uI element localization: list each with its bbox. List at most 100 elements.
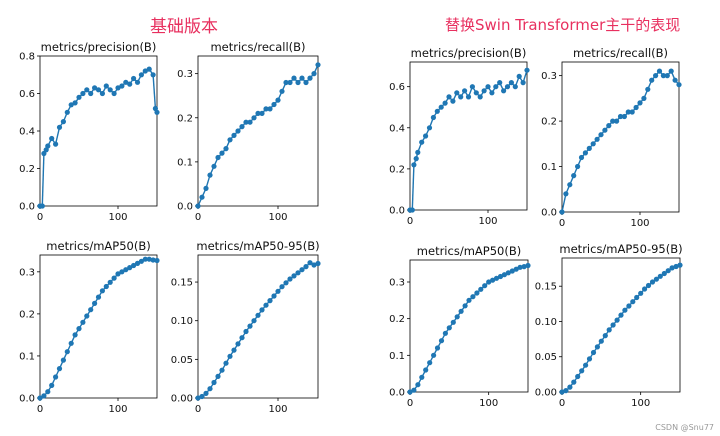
data-point xyxy=(409,207,415,213)
data-point xyxy=(497,273,504,280)
y-tick-label: 0.3 xyxy=(177,69,193,80)
data-point xyxy=(53,141,59,147)
data-point xyxy=(215,373,221,379)
y-tick-label: 0.1 xyxy=(389,351,405,362)
data-point xyxy=(466,297,472,303)
subplot-3: metrics/mAP50(B) 0.0 0.1 0.2 0.3 0 100 xyxy=(19,239,160,415)
data-point xyxy=(493,84,499,90)
data-point xyxy=(482,283,488,289)
data-point xyxy=(559,389,565,395)
data-point xyxy=(490,277,496,283)
data-point xyxy=(123,267,129,273)
data-point xyxy=(426,125,433,131)
data-point xyxy=(211,163,217,169)
data-point xyxy=(501,88,507,94)
data-point xyxy=(454,90,460,96)
data-point xyxy=(49,135,55,142)
data-point xyxy=(207,386,213,392)
y-tick-label: 0.3 xyxy=(389,278,405,289)
data-point xyxy=(295,270,301,276)
data-point xyxy=(567,384,573,390)
data-point xyxy=(442,100,448,106)
data-point xyxy=(434,108,440,114)
data-point xyxy=(271,293,277,299)
y-tick-label: 0.3 xyxy=(541,71,557,82)
data-point xyxy=(594,344,601,350)
data-point xyxy=(677,262,683,268)
data-point xyxy=(438,338,445,344)
data-point xyxy=(107,279,113,285)
data-point xyxy=(303,264,309,270)
data-point xyxy=(497,80,503,86)
data-point xyxy=(415,382,421,388)
data-point xyxy=(142,68,148,74)
subplot-title: metrics/mAP50(B) xyxy=(46,239,150,253)
data-point xyxy=(111,90,117,97)
y-tick-label: 0.6 xyxy=(389,82,405,93)
data-point xyxy=(251,115,257,121)
data-point xyxy=(247,119,253,125)
data-point xyxy=(80,90,86,97)
x-tick-label: 0 xyxy=(559,218,565,229)
data-point xyxy=(586,145,592,151)
subplot-1: metrics/precision(B) 0.0 0.2 0.4 0.6 0.8 0 100 xyxy=(19,40,160,223)
smooth-line xyxy=(410,70,528,211)
data-point xyxy=(142,256,148,262)
data-point xyxy=(49,382,55,388)
data-point xyxy=(64,349,70,355)
x-tick-label: 0 xyxy=(37,404,43,415)
y-tick-label: 0.0 xyxy=(389,388,405,399)
data-point xyxy=(642,286,648,292)
data-point xyxy=(430,114,436,121)
data-point xyxy=(563,191,569,197)
data-point xyxy=(649,77,655,83)
data-point xyxy=(56,366,63,372)
data-point xyxy=(203,185,209,191)
data-point xyxy=(243,119,249,125)
data-point xyxy=(199,393,205,400)
data-point xyxy=(247,323,253,329)
data-point xyxy=(267,298,273,304)
data-point xyxy=(37,395,43,401)
data-point xyxy=(571,379,577,385)
y-tick-label: 0.15 xyxy=(535,282,557,293)
x-tick-label: 100 xyxy=(268,212,287,223)
data-point xyxy=(661,270,667,277)
y-tick-label: 0.0 xyxy=(541,208,557,219)
data-point xyxy=(267,106,273,112)
data-point xyxy=(465,94,472,100)
data-point xyxy=(606,327,612,333)
data-point xyxy=(259,110,265,116)
data-point xyxy=(598,338,604,344)
y-tick-label: 0.00 xyxy=(535,388,557,399)
y-tick-label: 0.6 xyxy=(19,89,35,100)
data-point xyxy=(559,209,565,215)
data-point xyxy=(287,79,293,86)
data-point xyxy=(154,109,160,115)
data-point xyxy=(315,62,321,68)
data-point xyxy=(146,66,152,72)
data-point xyxy=(649,279,656,285)
y-tick-label: 0.2 xyxy=(541,117,557,128)
data-point xyxy=(134,260,141,266)
data-point xyxy=(119,83,125,89)
data-point xyxy=(307,260,313,266)
data-point xyxy=(517,264,523,270)
data-point xyxy=(582,150,589,156)
data-point xyxy=(275,97,281,103)
data-point xyxy=(645,282,652,289)
data-point xyxy=(295,79,301,86)
data-point xyxy=(516,73,522,79)
data-point xyxy=(291,75,297,81)
subplot-title: metrics/recall(B) xyxy=(573,46,668,60)
data-point xyxy=(45,143,51,149)
data-point xyxy=(203,390,209,396)
data-point xyxy=(99,90,105,97)
data-point xyxy=(641,95,647,101)
data-point xyxy=(513,266,519,272)
y-tick-label: 0.0 xyxy=(19,394,35,405)
data-point xyxy=(223,146,229,152)
data-point xyxy=(195,395,201,401)
series-line xyxy=(561,69,680,213)
data-point xyxy=(150,257,156,263)
